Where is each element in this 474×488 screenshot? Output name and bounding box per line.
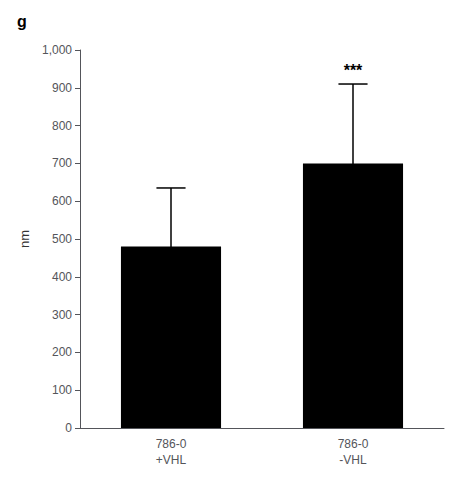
svg-text:800: 800 (52, 119, 72, 133)
svg-text:786-0: 786-0 (338, 437, 369, 451)
svg-text:-VHL: -VHL (339, 453, 367, 467)
svg-text:+VHL: +VHL (156, 453, 187, 467)
svg-text:nm: nm (17, 230, 32, 248)
svg-text:g: g (17, 13, 27, 30)
svg-text:600: 600 (52, 194, 72, 208)
svg-text:786-0: 786-0 (156, 437, 187, 451)
svg-text:200: 200 (52, 345, 72, 359)
svg-text:0: 0 (65, 421, 72, 435)
svg-text:100: 100 (52, 383, 72, 397)
svg-text:400: 400 (52, 270, 72, 284)
svg-text:***: *** (344, 62, 363, 79)
svg-text:500: 500 (52, 232, 72, 246)
svg-text:1,000: 1,000 (42, 43, 72, 57)
svg-text:700: 700 (52, 156, 72, 170)
svg-text:900: 900 (52, 81, 72, 95)
svg-text:300: 300 (52, 308, 72, 322)
